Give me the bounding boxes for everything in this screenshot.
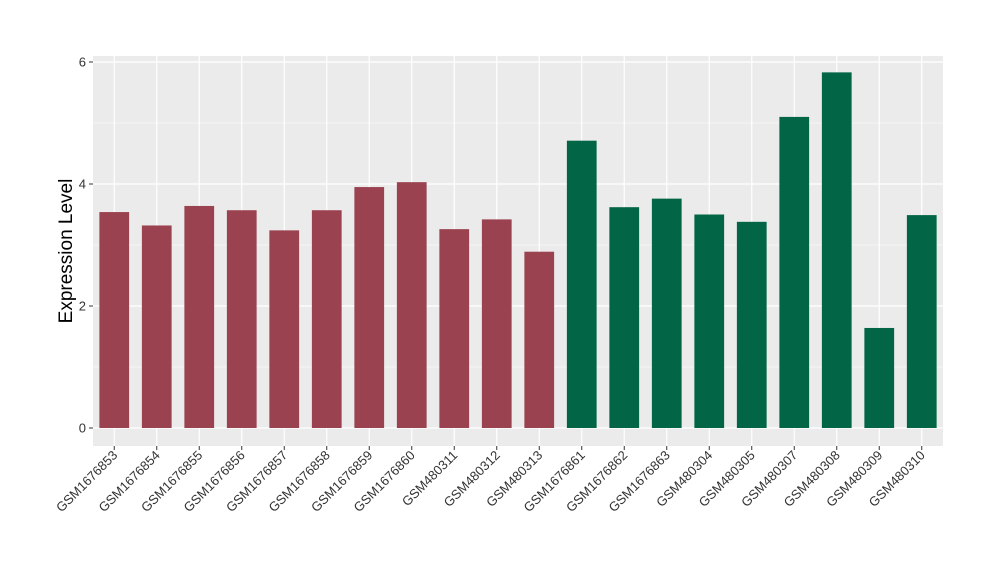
bar-GSM480311	[439, 229, 470, 428]
y-tick-label: 0	[79, 421, 86, 436]
bar-GSM1676853	[99, 212, 130, 428]
bar-GSM1676857	[269, 230, 300, 428]
bar-GSM480305	[736, 221, 767, 428]
bar-GSM480309	[864, 327, 895, 428]
bar-GSM1676859	[354, 187, 385, 428]
y-axis: 0 2 4 6	[79, 55, 93, 436]
plot-panel	[93, 56, 943, 446]
y-axis-title: Expression Level	[56, 179, 77, 324]
y-tick-label: 2	[79, 299, 86, 314]
bar-GSM480312	[481, 219, 512, 428]
bar-GSM1676862	[609, 207, 640, 428]
bar-GSM1676854	[141, 225, 172, 428]
y-tick-label: 4	[79, 177, 86, 192]
bar-GSM480313	[524, 251, 555, 428]
bar-GSM1676856	[226, 210, 257, 428]
bars	[99, 72, 937, 429]
bar-GSM1676863	[651, 198, 682, 428]
bar-GSM1676858	[311, 210, 342, 428]
bar-GSM1676861	[566, 140, 597, 428]
bar-GSM1676855	[184, 205, 215, 428]
bar-GSM480304	[694, 214, 725, 428]
bar-GSM1676860	[396, 182, 427, 428]
bar-GSM480308	[821, 72, 852, 429]
bar-GSM480307	[779, 116, 810, 429]
x-axis: GSM1676853GSM1676854GSM1676855GSM1676856…	[53, 446, 928, 515]
y-tick-label: 6	[79, 55, 86, 70]
bar-GSM480310	[906, 215, 937, 428]
